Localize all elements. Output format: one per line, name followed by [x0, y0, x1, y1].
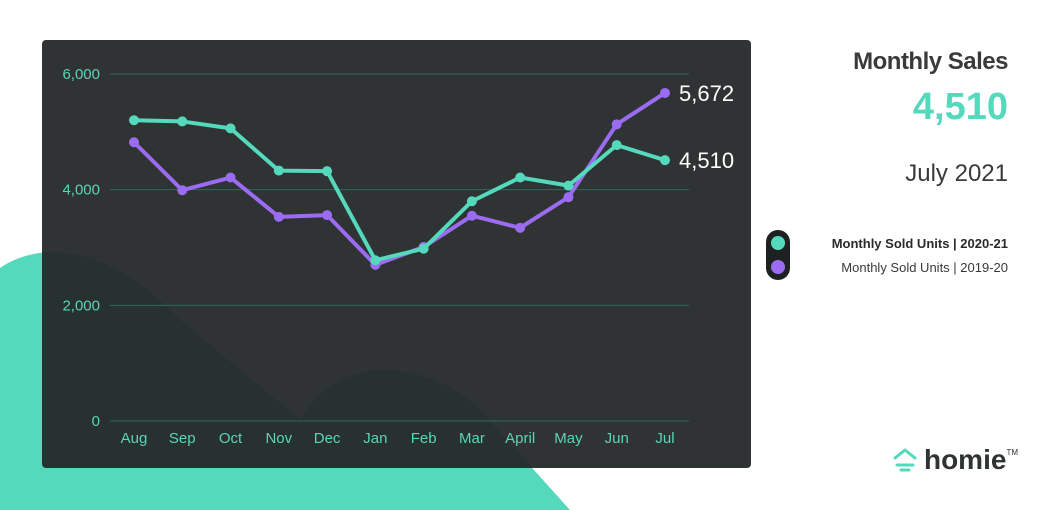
- legend-label-2020-21: Monthly Sold Units | 2020-21: [831, 236, 1008, 251]
- data-point: [466, 210, 477, 221]
- y-axis-ticks: 0 2,000 4,000 6,000: [62, 66, 100, 430]
- x-tick-label: Mar: [459, 430, 485, 447]
- y-tick-label: 6,000: [62, 66, 100, 83]
- series-end-label: 4,510: [679, 148, 734, 173]
- legend-pill: [766, 230, 790, 280]
- legend-dot-2020-21: [771, 236, 785, 250]
- data-point: [129, 137, 139, 148]
- homie-logo: homie TM: [892, 440, 1018, 480]
- y-tick-label: 0: [92, 413, 100, 430]
- data-point: [515, 222, 526, 233]
- x-tick-label: Aug: [121, 430, 148, 447]
- logo-text: homie: [923, 444, 1007, 475]
- x-tick-label: Feb: [411, 430, 437, 447]
- legend-label-2019-20: Monthly Sold Units | 2019-20: [841, 260, 1008, 275]
- data-point: [660, 87, 670, 98]
- y-tick-label: 4,000: [62, 182, 100, 199]
- data-point: [225, 123, 236, 134]
- data-point: [273, 165, 284, 176]
- series-line: [132, 118, 667, 263]
- series-lines: [129, 87, 670, 270]
- x-tick-label: May: [554, 430, 583, 447]
- x-tick-label: Jan: [363, 430, 387, 447]
- summary-period: July 2021: [905, 160, 1008, 187]
- x-tick-label: Jul: [655, 430, 674, 447]
- data-point: [466, 196, 477, 207]
- x-tick-label: Sep: [169, 430, 196, 447]
- x-axis-ticks: Aug Sep Oct Nov Dec Jan Feb Mar April May Jun Jul: [121, 430, 675, 447]
- legend-dot-2019-20: [771, 260, 785, 274]
- data-point: [370, 255, 381, 266]
- x-tick-label: April: [505, 430, 535, 447]
- x-tick-label: Nov: [265, 430, 292, 447]
- data-point: [660, 155, 670, 166]
- data-point: [563, 192, 574, 203]
- summary-value: 4,510: [912, 86, 1008, 128]
- series-end-label: 5,672: [679, 81, 734, 106]
- data-point: [611, 140, 622, 151]
- data-point: [177, 185, 188, 196]
- line-chart: 0 2,000 4,000 6,000 Aug Sep Oct Nov Dec Jan Feb Ma…: [62, 66, 734, 447]
- data-point: [177, 116, 188, 127]
- house-lamp-icon: [893, 448, 917, 472]
- x-tick-label: Jun: [605, 430, 629, 447]
- summary-title: Monthly Sales: [853, 48, 1008, 75]
- data-point: [322, 166, 333, 177]
- data-point: [322, 210, 333, 221]
- x-tick-label: Dec: [314, 430, 341, 447]
- data-point: [515, 172, 526, 183]
- series-line: [132, 90, 667, 267]
- data-point: [418, 243, 429, 254]
- y-tick-label: 2,000: [62, 297, 100, 314]
- grid-lines: [110, 73, 689, 422]
- logo-trademark: TM: [1006, 448, 1018, 457]
- chart-panel: 0 2,000 4,000 6,000 Aug Sep Oct Nov Dec Jan Feb Ma…: [42, 40, 751, 468]
- data-point: [273, 211, 284, 222]
- data-point: [129, 115, 139, 126]
- data-point: [611, 119, 622, 130]
- chart-legend: Monthly Sold Units | 2020-21 Monthly Sol…: [766, 230, 1026, 280]
- data-point: [225, 172, 236, 183]
- end-labels: 5,672 4,510: [679, 81, 734, 173]
- data-point: [563, 180, 574, 191]
- x-tick-label: Oct: [219, 430, 243, 447]
